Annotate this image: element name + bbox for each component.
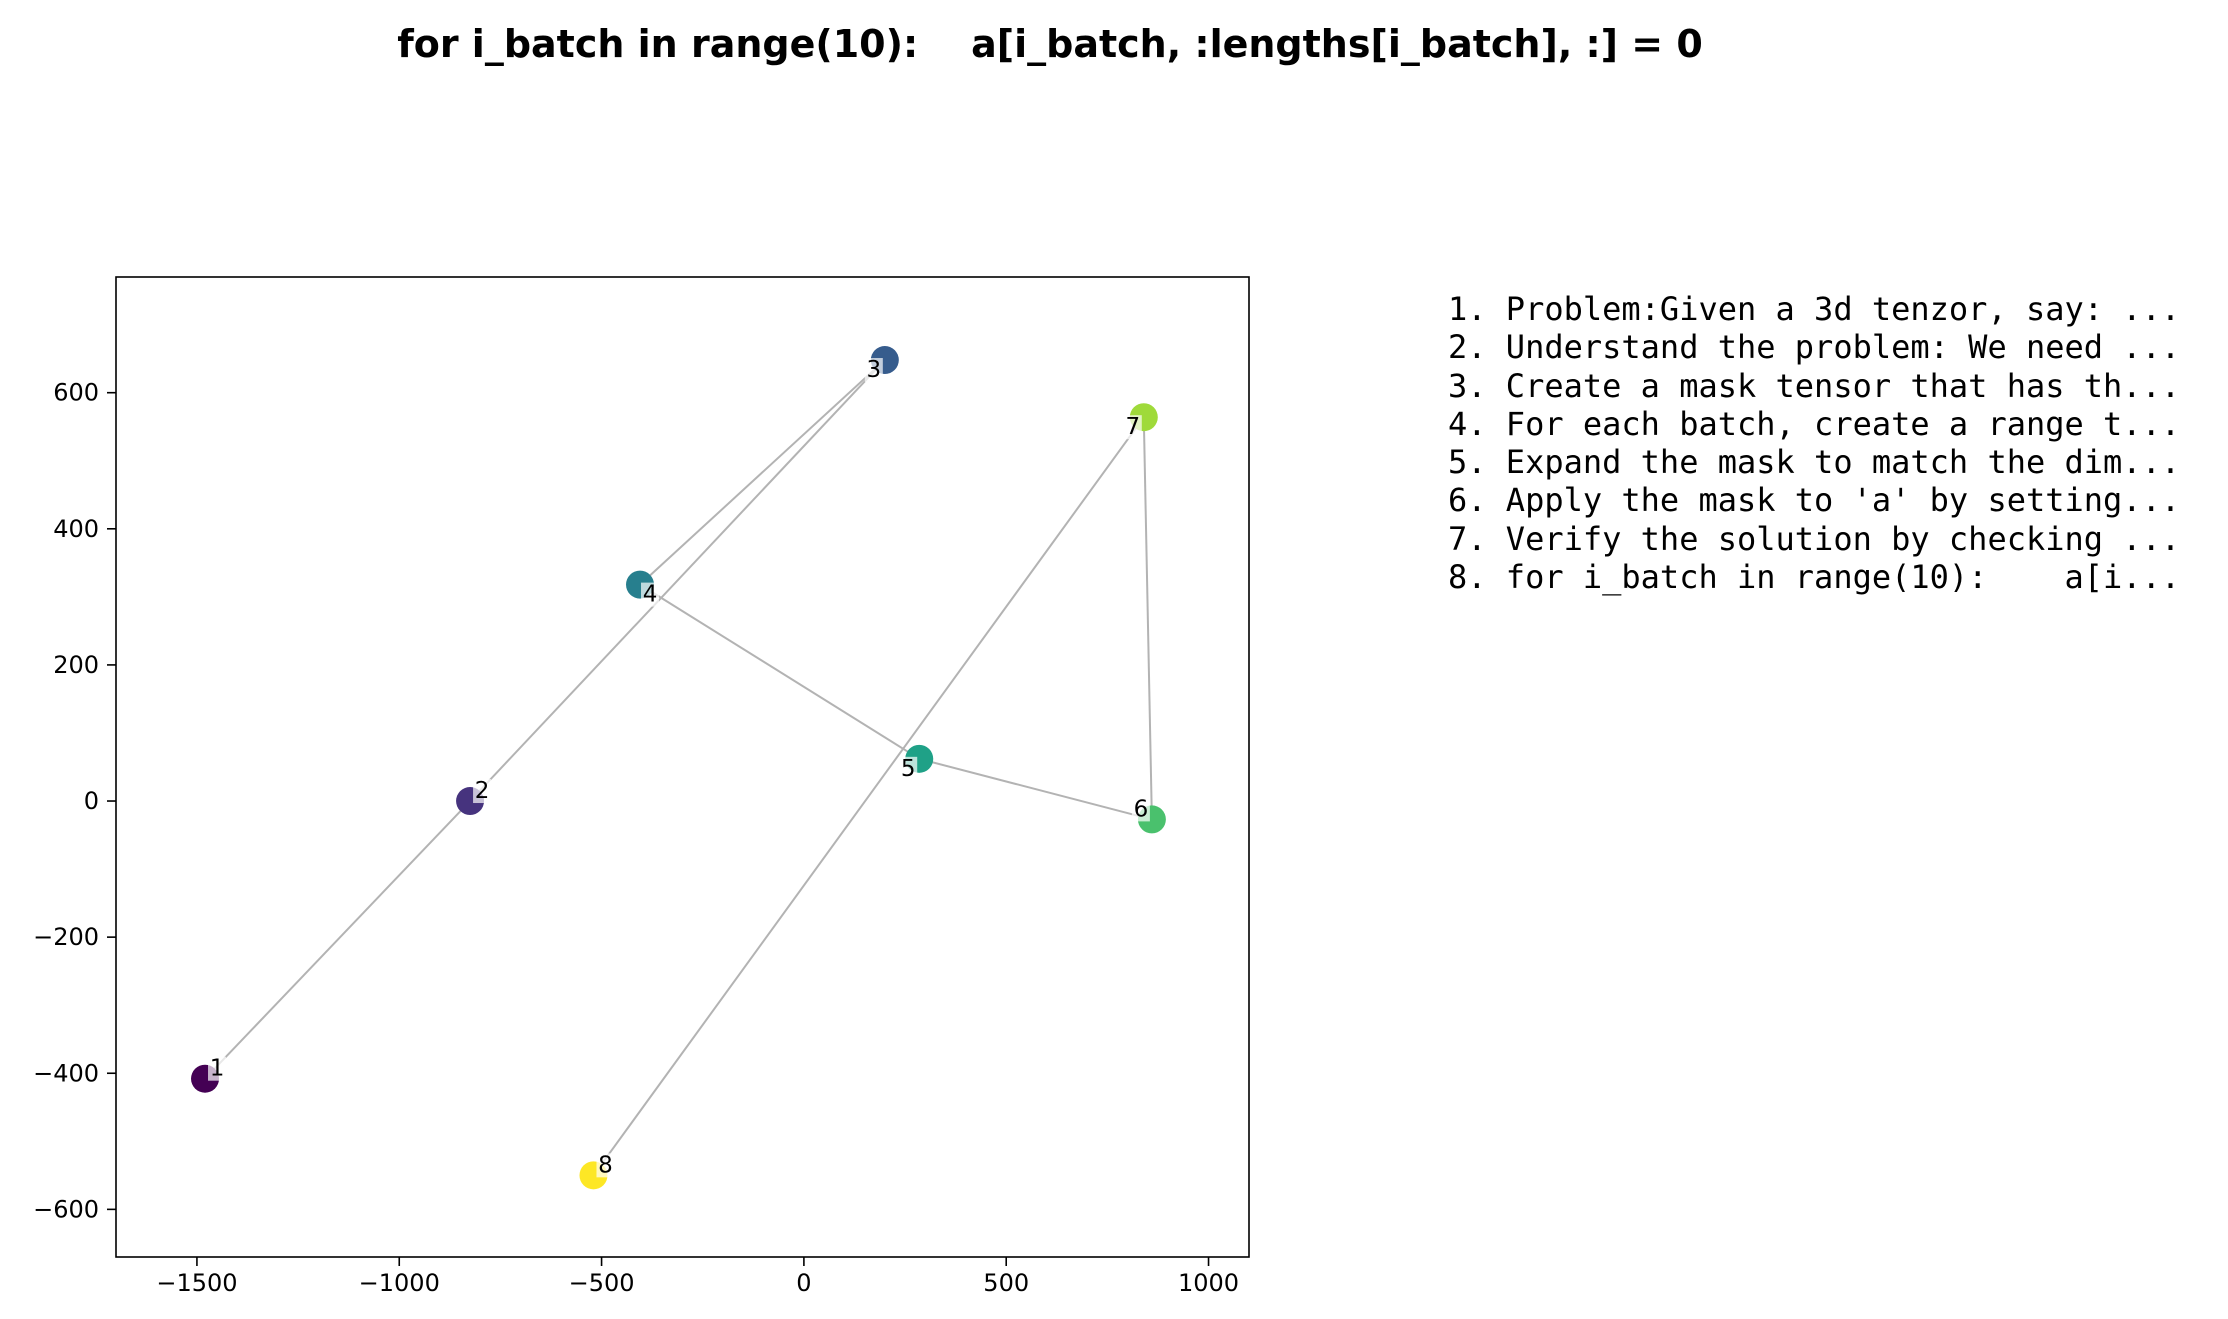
- step-item: 8. for i_batch in range(10): a[i...: [1448, 558, 2181, 597]
- x-tick-label: 1000: [1178, 1269, 1239, 1297]
- point-label-bg-6: [1131, 797, 1150, 822]
- x-tick-label: 500: [983, 1269, 1029, 1297]
- x-axis: −1500 −1000 −500 0 500 1000: [156, 1257, 1239, 1297]
- point-label-7: 7: [1125, 414, 1140, 440]
- point-label-bg-4: [641, 582, 660, 607]
- point-label-bg-8: [596, 1153, 615, 1178]
- step-item: 7. Verify the solution by checking ...: [1448, 519, 2181, 558]
- edge-5-6: [918, 757, 1153, 821]
- edge-3-4: [639, 359, 886, 586]
- point-label-8: 8: [598, 1152, 613, 1178]
- edge-7-8: [592, 416, 1145, 1176]
- y-tick-label: −400: [33, 1059, 99, 1087]
- x-tick-label: −500: [569, 1269, 635, 1297]
- x-tick-label: −1500: [156, 1269, 237, 1297]
- step-item: 3. Create a mask tensor that has th...: [1448, 366, 2181, 405]
- edge-6-7: [1142, 417, 1153, 820]
- edge-2-3: [469, 359, 886, 802]
- point-label-bg-2: [473, 779, 492, 804]
- point-label-1: 1: [210, 1056, 225, 1082]
- steps-list: 1. Problem:Given a 3d tenzor, say: ... 2.…: [1448, 290, 2180, 596]
- step-item: 5. Expand the mask to match the dim...: [1448, 443, 2181, 482]
- y-tick-label: 200: [53, 651, 99, 679]
- step-item: 2. Understand the problem: We need ...: [1448, 328, 2181, 367]
- y-tick-label: −600: [33, 1195, 99, 1223]
- y-tick-label: 0: [84, 787, 99, 815]
- point-label-bg-5: [899, 756, 918, 781]
- point-label-3: 3: [867, 357, 882, 383]
- y-tick-label: 600: [53, 379, 99, 407]
- x-tick-label: −1000: [359, 1269, 440, 1297]
- point-label-6: 6: [1134, 796, 1149, 822]
- plot-area-frame: [115, 276, 1250, 1258]
- edge-4-5: [639, 583, 920, 760]
- point-label-bg-1: [208, 1056, 227, 1081]
- point-label-4: 4: [643, 582, 658, 608]
- step-item: 4. For each batch, create a range t...: [1448, 404, 2181, 443]
- step-item: 6. Apply the mask to 'a' by setting...: [1448, 481, 2181, 520]
- step-item: 1. Problem:Given a 3d tenzor, say: ...: [1448, 290, 2181, 328]
- edge-1-2: [204, 800, 471, 1080]
- y-tick-label: 400: [53, 515, 99, 543]
- y-axis: −600 −400 −200 0 200 400 600: [33, 379, 116, 1223]
- points-layer: [191, 346, 1166, 1190]
- point-label-2: 2: [475, 778, 490, 804]
- point-label-bg-7: [1123, 415, 1142, 440]
- edges-layer: [204, 359, 1153, 1176]
- y-tick-label: −200: [33, 923, 99, 951]
- point-label-5: 5: [901, 756, 916, 782]
- point-labels-layer: 1 2 3 4 5 6 7 8: [208, 357, 1150, 1178]
- point-label-bg-3: [864, 358, 883, 383]
- chart-title: for i_batch in range(10): a[i_batch, :le…: [397, 22, 1703, 66]
- x-tick-label: 0: [796, 1269, 811, 1297]
